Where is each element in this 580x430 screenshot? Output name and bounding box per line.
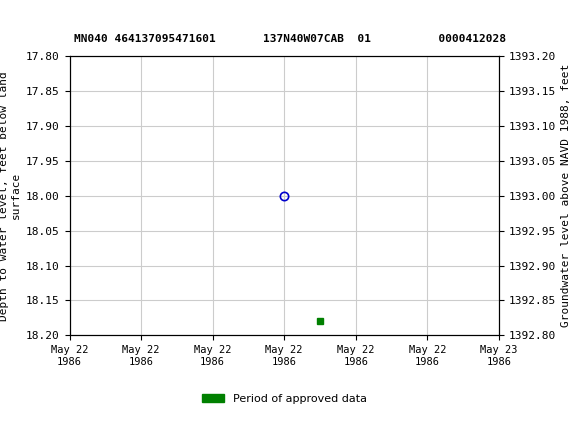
Y-axis label: Depth to water level, feet below land
surface: Depth to water level, feet below land su… [0, 71, 20, 320]
Text: ≡USGS: ≡USGS [12, 6, 70, 25]
Legend: Period of approved data: Period of approved data [197, 389, 371, 408]
Y-axis label: Groundwater level above NAVD 1988, feet: Groundwater level above NAVD 1988, feet [561, 64, 571, 327]
Text: MN040 464137095471601       137N40W07CAB  01          0000412028: MN040 464137095471601 137N40W07CAB 01 00… [74, 34, 506, 44]
